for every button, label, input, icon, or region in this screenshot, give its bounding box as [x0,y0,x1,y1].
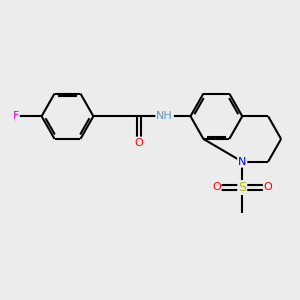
Text: S: S [238,181,246,194]
Text: O: O [134,137,143,148]
Text: O: O [212,182,221,193]
Text: N: N [238,157,246,167]
Text: F: F [13,111,19,121]
Text: O: O [264,182,272,193]
Text: NH: NH [156,111,173,121]
